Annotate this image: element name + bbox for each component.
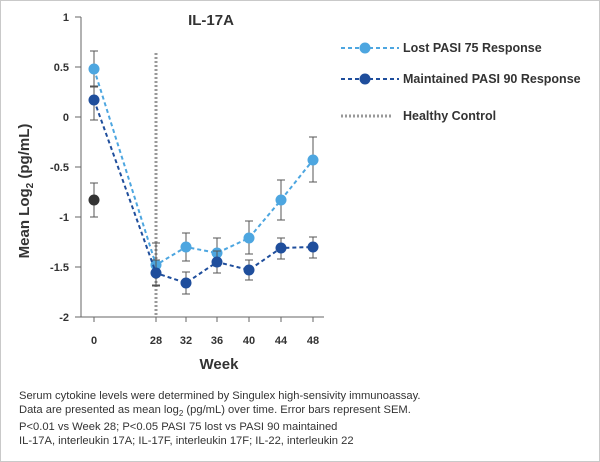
series-0-point (180, 241, 192, 253)
healthy-control-point-group (88, 182, 100, 218)
footnote-line-2-pre: Data are presented as mean log (19, 403, 179, 416)
series-1-point (150, 267, 162, 279)
series-1-point (180, 277, 192, 289)
legend-label-maintained: Maintained PASI 90 Response (403, 72, 581, 86)
footnote-line-4: IL-17A, interleukin 17A; IL-17F, interle… (19, 434, 354, 447)
chart-title: IL-17A (188, 12, 234, 29)
chart: 1 0.5 0 -0.5 -1 -1.5 -2 0 28 32 36 40 44 48 IL-17A We… (16, 12, 581, 373)
series-1-point (88, 94, 100, 106)
healthy-control-point (88, 194, 100, 206)
series-0-point (307, 154, 319, 166)
y-tick-label: -1 (59, 212, 69, 224)
series-1-point (211, 256, 223, 268)
y-tick-label: -2 (59, 312, 69, 324)
x-tick-label: 36 (211, 335, 223, 347)
x-tick-label: 32 (180, 335, 192, 347)
footnote-line-1: Serum cytokine levels were determined by… (19, 390, 421, 402)
axes: 1 0.5 0 -0.5 -1 -1.5 -2 0 28 32 36 40 44 48 (50, 12, 324, 347)
series-0-point (88, 63, 100, 75)
series-1-point (243, 264, 255, 276)
legend-marker-maintained (359, 73, 371, 85)
y-tick-label: 1 (63, 12, 69, 24)
y-tick-label: 0.5 (54, 62, 69, 74)
series-0-point (275, 194, 287, 206)
legend-marker-lost (359, 42, 371, 54)
x-tick-label: 48 (307, 335, 319, 347)
footnote-line-2-post: (pg/mL) over time. Error bars represent … (183, 403, 411, 416)
legend-label-healthy-control: Healthy Control (403, 109, 496, 123)
y-axis-title: Mean Log2 (pg/mL) (16, 124, 36, 259)
y-axis-title-unit: (pg/mL) (16, 124, 33, 183)
series-0-point (243, 232, 255, 244)
x-tick-label: 40 (243, 335, 255, 347)
legend-label-lost: Lost PASI 75 Response (403, 41, 542, 55)
series-1-line (93, 99, 314, 285)
y-axis-title-main: Mean Log (16, 188, 33, 258)
y-tick-label: -0.5 (50, 162, 69, 174)
series-1-point (275, 242, 287, 254)
footnote-line-3: P<0.01 vs Week 28; P<0.05 PASI 75 lost v… (19, 420, 338, 433)
series-1 (88, 85, 319, 295)
footnote-line-2-sub: 2 (178, 409, 184, 419)
series-group (88, 50, 319, 295)
y-axis-title-sub: 2 (25, 182, 36, 188)
x-axis-title: Week (200, 356, 240, 373)
series-1-point (307, 241, 319, 253)
series-0-line (93, 68, 314, 267)
y-tick-label: -1.5 (50, 262, 69, 274)
footnote-line-2: Data are presented as mean log2 (pg/mL) … (19, 404, 579, 421)
footnote: Serum cytokine levels were determined by… (19, 390, 579, 448)
y-tick-label: 0 (63, 112, 69, 124)
x-tick-label: 44 (275, 335, 288, 347)
legend: Lost PASI 75 Response Maintained PASI 90… (341, 41, 581, 123)
x-tick-label: 28 (150, 335, 162, 347)
x-tick-label: 0 (91, 335, 97, 347)
